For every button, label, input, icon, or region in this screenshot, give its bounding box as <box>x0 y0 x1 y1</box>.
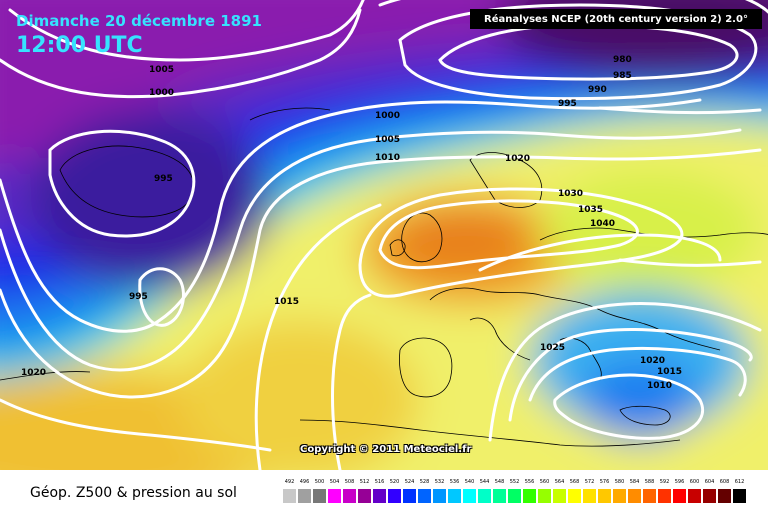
legend-value: 600 <box>689 479 700 485</box>
copyright-notice: Copyright © 2011 Meteociel.fr <box>300 444 472 455</box>
legend-swatch <box>298 489 311 503</box>
legend-value: 564 <box>554 479 565 485</box>
legend-value: 596 <box>674 479 685 485</box>
legend-swatch <box>583 489 596 503</box>
legend-value: 580 <box>614 479 625 485</box>
legend-swatch <box>703 489 716 503</box>
legend-swatch <box>628 489 641 503</box>
legend-swatch <box>448 489 461 503</box>
map-type-label: Géop. Z500 & pression au sol <box>30 485 237 501</box>
isobar-label: 1005 <box>149 65 174 75</box>
legend-swatch <box>388 489 401 503</box>
legend-swatch <box>643 489 656 503</box>
legend-swatch <box>433 489 446 503</box>
legend-swatch <box>538 489 551 503</box>
legend-value: 544 <box>479 479 490 485</box>
isobar-label: 985 <box>613 71 632 81</box>
legend-value: 608 <box>719 479 730 485</box>
legend-value: 532 <box>434 479 445 485</box>
date-title: Dimanche 20 décembre 1891 <box>16 12 262 30</box>
isobar-label: 1040 <box>590 219 615 229</box>
isobar-label: 1030 <box>558 189 583 199</box>
legend-swatch <box>343 489 356 503</box>
legend-swatch <box>688 489 701 503</box>
isobar-label: 1015 <box>274 297 299 307</box>
isobar-label: 1010 <box>375 153 400 163</box>
isobar-label: 1010 <box>647 381 672 391</box>
isobar-label: 1015 <box>657 367 682 377</box>
footer-bar: Géop. Z500 & pression au sol 492 496 500 50… <box>0 470 768 512</box>
legend-value: 576 <box>599 479 610 485</box>
legend-swatch <box>403 489 416 503</box>
legend-swatch <box>283 489 296 503</box>
isobar-label: 1020 <box>505 154 530 164</box>
color-scale-legend: 492 496 500 504 508 512 516 520 524 528 532 536 540 5… <box>283 479 751 507</box>
legend-swatch <box>673 489 686 503</box>
isobar-label: 1035 <box>578 205 603 215</box>
legend-value: 592 <box>659 479 670 485</box>
legend-value: 496 <box>299 479 310 485</box>
isobar-label: 1020 <box>21 368 46 378</box>
legend-swatch <box>478 489 491 503</box>
legend-swatch <box>493 489 506 503</box>
legend-value: 540 <box>464 479 475 485</box>
isobar-label: 980 <box>613 55 632 65</box>
legend-swatch <box>313 489 326 503</box>
legend-value: 572 <box>584 479 595 485</box>
isobar-labels: 1005 1000 995 1000 1005 1010 980 985 990… <box>21 55 682 391</box>
legend-value: 604 <box>704 479 715 485</box>
isobar-label: 1000 <box>149 88 174 98</box>
legend-value: 492 <box>284 479 295 485</box>
legend-value: 560 <box>539 479 550 485</box>
isobar-label: 990 <box>588 85 607 95</box>
legend-swatch <box>733 489 746 503</box>
legend-value: 612 <box>734 479 745 485</box>
legend-swatch <box>568 489 581 503</box>
legend-value: 588 <box>644 479 655 485</box>
legend-value: 552 <box>509 479 520 485</box>
legend-swatch <box>658 489 671 503</box>
legend-swatch <box>418 489 431 503</box>
reanalysis-source-label: Réanalyses NCEP (20th century version 2)… <box>470 9 762 29</box>
legend-value: 504 <box>329 479 340 485</box>
legend-value: 536 <box>449 479 460 485</box>
legend-value: 584 <box>629 479 640 485</box>
legend-swatch <box>718 489 731 503</box>
isobar-label: 1025 <box>540 343 565 353</box>
isobar-label: 995 <box>558 99 577 109</box>
isobar-label: 995 <box>154 174 173 184</box>
geopotential-map: 1005 1000 995 1000 1005 1010 980 985 990… <box>0 0 768 470</box>
isobar-label: 995 <box>129 292 148 302</box>
legend-swatch <box>358 489 371 503</box>
legend-value: 500 <box>314 479 325 485</box>
legend-value: 512 <box>359 479 370 485</box>
legend-swatch <box>463 489 476 503</box>
isobar-label: 1000 <box>375 111 400 121</box>
legend-swatch <box>508 489 521 503</box>
legend-swatch <box>598 489 611 503</box>
legend-swatch <box>613 489 626 503</box>
legend-value: 548 <box>494 479 505 485</box>
isobars <box>0 0 768 470</box>
legend-swatch <box>523 489 536 503</box>
legend-value: 520 <box>389 479 400 485</box>
legend-swatch <box>328 489 341 503</box>
legend-swatch <box>553 489 566 503</box>
legend-value: 568 <box>569 479 580 485</box>
isobar-label: 1005 <box>375 135 400 145</box>
time-title: 12:00 UTC <box>16 33 143 58</box>
legend-value: 508 <box>344 479 355 485</box>
legend-value: 524 <box>404 479 415 485</box>
isobar-label: 1020 <box>640 356 665 366</box>
legend-value: 528 <box>419 479 430 485</box>
legend-value: 556 <box>524 479 535 485</box>
legend-value: 516 <box>374 479 385 485</box>
legend-swatch <box>373 489 386 503</box>
